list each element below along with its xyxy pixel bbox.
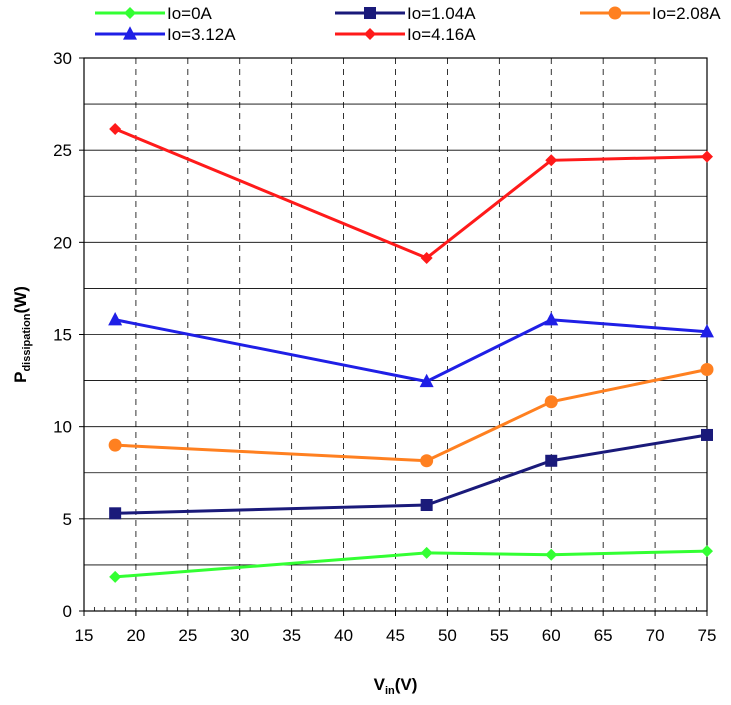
y-axis-label-main: P	[11, 372, 30, 383]
y-tick-label: 5	[63, 510, 72, 529]
x-axis-label: Vin(V)	[374, 675, 418, 697]
legend-label: Io=2.08A	[652, 4, 721, 23]
data-point	[545, 548, 558, 561]
x-tick-label: 55	[490, 626, 509, 645]
series-line	[115, 549, 708, 579]
x-axis-label-sub: in	[385, 685, 395, 697]
data-point	[420, 499, 433, 512]
y-tick-label: 20	[53, 233, 72, 252]
series-line	[115, 368, 708, 463]
data-point	[109, 570, 122, 583]
axis-layer: 15 20 25 30 35 40 45 50 55 60 65 70 75 0 5 10 15 20 25 30	[53, 49, 716, 645]
data-point	[419, 373, 434, 388]
data-point	[700, 324, 714, 338]
x-tick-label: 20	[126, 626, 145, 645]
x-tick-label: 15	[75, 626, 94, 645]
series-line	[115, 433, 708, 515]
data-point	[109, 507, 122, 520]
data-point	[420, 454, 434, 468]
data-point	[420, 546, 433, 559]
data-point	[364, 28, 376, 40]
data-point	[364, 7, 376, 19]
legend-label: Io=3.12A	[167, 25, 236, 44]
x-tick-label: 65	[594, 626, 613, 645]
x-tick-label: 70	[646, 626, 665, 645]
y-tick-label: 25	[53, 141, 72, 160]
x-axis-label-main: V	[374, 675, 386, 694]
legend-item: Io=2.08A	[580, 4, 721, 23]
data-point	[420, 252, 433, 265]
series-line	[114, 318, 708, 384]
x-tick-label: 45	[386, 626, 405, 645]
data-point	[545, 454, 558, 467]
data-point	[544, 312, 559, 326]
data-point	[544, 395, 558, 409]
x-tick-label: 50	[438, 626, 457, 645]
x-tick-label: 60	[542, 626, 561, 645]
legend-item: Io=0A	[95, 4, 213, 23]
x-tick-label: 25	[178, 626, 197, 645]
y-tick-label: 15	[53, 326, 72, 345]
data-point	[701, 428, 713, 441]
legend-item: Io=4.16A	[335, 25, 476, 44]
y-axis-label-sub: dissipation	[21, 313, 33, 371]
legend-item: Io=3.12A	[95, 25, 236, 44]
x-tick-label: 75	[698, 626, 717, 645]
series-Io=3.12A	[108, 312, 714, 388]
data-point	[545, 154, 558, 167]
data-point	[608, 6, 622, 20]
data-point	[700, 363, 714, 377]
data-point	[108, 312, 123, 326]
y-tick-label: 30	[53, 49, 72, 68]
series-Io=2.08A	[108, 363, 714, 468]
data-point	[701, 150, 713, 163]
data-point	[108, 438, 122, 452]
data-point	[123, 26, 137, 40]
x-tick-label: 35	[282, 626, 301, 645]
x-axis-label-unit: (V)	[395, 675, 418, 694]
series-Io=0A	[109, 545, 713, 583]
series-line	[114, 127, 708, 260]
y-axis-label-unit: (W)	[11, 286, 30, 313]
data-point	[109, 122, 122, 135]
legend-label: Io=1.04A	[407, 4, 476, 23]
y-tick-label: 10	[53, 418, 72, 437]
data-point	[701, 545, 713, 558]
series-Io=1.04A	[109, 428, 713, 520]
legend-label: Io=0A	[167, 4, 213, 23]
series-Io=4.16A	[109, 122, 713, 265]
legend-item: Io=1.04A	[335, 4, 476, 23]
x-tick-label: 40	[334, 626, 353, 645]
legend-label: Io=4.16A	[407, 25, 476, 44]
y-tick-label: 0	[63, 602, 72, 621]
legend: Io=0A Io=1.04A Io=2.08A Io=3.12A Io=4.16A	[95, 4, 721, 44]
x-tick-label: 30	[230, 626, 249, 645]
series-layer	[108, 122, 714, 583]
y-axis-label: Pdissipation(W)	[11, 286, 33, 383]
data-point	[124, 7, 136, 19]
